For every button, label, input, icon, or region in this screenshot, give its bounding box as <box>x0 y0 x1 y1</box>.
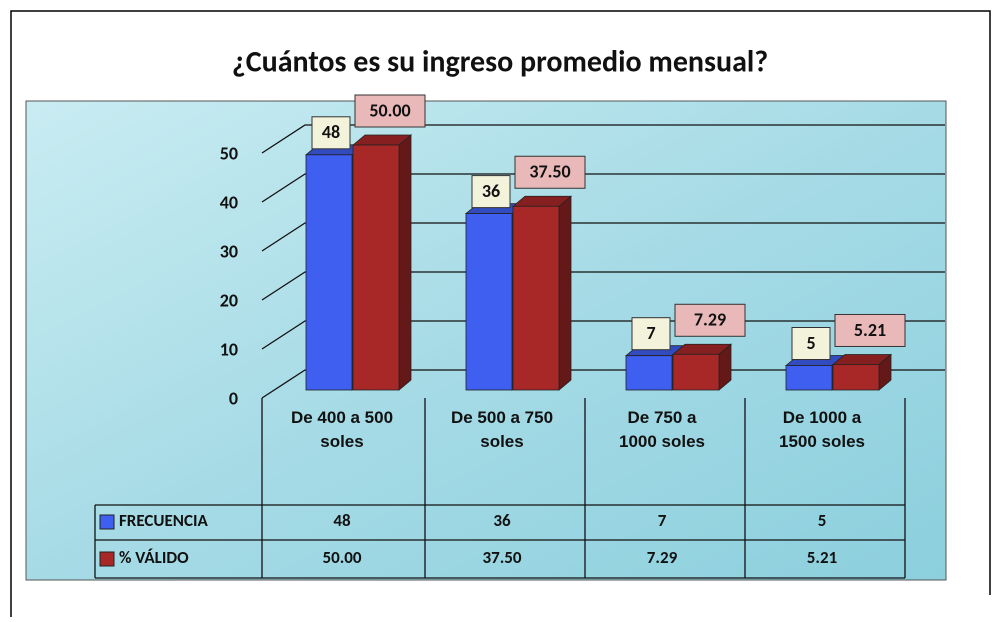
y-tick-label: 30 <box>220 240 238 262</box>
data-label-box <box>791 327 831 360</box>
bar <box>832 364 880 391</box>
x-tick-wrap: De 500 a 750 soles <box>450 408 554 451</box>
table-cell: 7 <box>658 510 667 531</box>
data-label-box <box>834 313 906 347</box>
x-tick-wrap: De 750 a 1000 soles <box>618 408 705 451</box>
table-cell: 7.29 <box>647 547 678 568</box>
bar <box>672 353 720 391</box>
grid-line <box>261 173 945 203</box>
grid-line <box>261 271 945 301</box>
data-label-box <box>514 155 586 189</box>
x-tick-label: De 1000 a 1500 soles <box>778 408 865 451</box>
plot: 0 10 20 30 40 50 48 36 7 5 50.00 37.50 7.29 5.21 De 40… <box>94 94 945 579</box>
data-label-box <box>471 175 511 209</box>
data-label-box <box>354 94 426 128</box>
bar-side <box>558 195 572 391</box>
x-tick-label: De 500 a 750 soles <box>450 408 554 451</box>
bar-side <box>398 134 412 391</box>
y-tick-label: 40 <box>220 191 238 213</box>
y-tick-label: 0 <box>229 387 238 409</box>
x-tick-label: De 750 a 1000 soles <box>618 408 705 451</box>
bar <box>465 213 513 391</box>
bar <box>352 144 400 391</box>
bar <box>785 365 833 391</box>
grid-line <box>261 124 945 154</box>
y-tick-label: 10 <box>220 338 238 360</box>
data-label: 5 <box>806 332 815 354</box>
x-tick-label: De 400 a 500 soles <box>290 408 394 451</box>
bar <box>512 205 560 391</box>
grid-line <box>261 369 945 399</box>
y-tick-label: 20 <box>220 289 238 311</box>
y-tick-label: 50 <box>220 142 238 164</box>
table-cell: 36 <box>493 510 511 531</box>
legend-key <box>99 514 115 530</box>
bar <box>305 154 353 391</box>
table-cell: 50.00 <box>322 547 361 568</box>
legend-label: % VÁLIDO <box>119 547 189 568</box>
bar <box>625 355 673 391</box>
x-tick-wrap: De 400 a 500 soles <box>290 408 394 451</box>
grid-line <box>261 222 945 252</box>
data-label: 37.50 <box>529 161 570 183</box>
x-tick-wrap: De 1000 a 1500 soles <box>778 408 865 451</box>
table-cell: 5 <box>818 510 827 531</box>
data-label-box <box>311 116 351 150</box>
data-label-box <box>631 317 671 351</box>
frame <box>10 10 991 617</box>
data-label: 7 <box>646 322 655 344</box>
data-label-box <box>674 303 746 337</box>
table-cell: 5.21 <box>807 547 837 568</box>
chart-title: ¿Cuántos es su ingreso promedio mensual? <box>232 43 768 80</box>
data-label: 50.00 <box>369 99 410 121</box>
table-cell: 48 <box>333 510 351 531</box>
data-label: 48 <box>322 121 340 143</box>
data-label: 36 <box>482 180 500 202</box>
data-label: 7.29 <box>694 309 726 331</box>
legend-label: FRECUENCIA <box>119 510 209 531</box>
table-cell: 37.50 <box>482 547 521 568</box>
data-label: 5.21 <box>854 319 886 341</box>
legend-key <box>99 551 115 567</box>
table-lines <box>94 398 906 579</box>
